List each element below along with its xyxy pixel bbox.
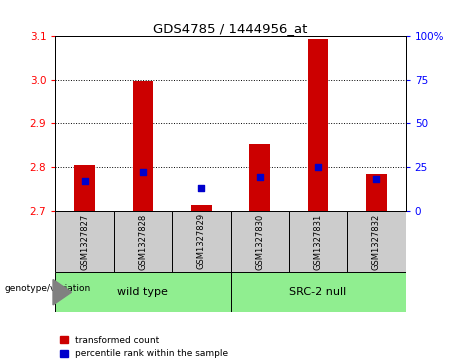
Point <box>256 175 263 180</box>
Text: GSM1327829: GSM1327829 <box>197 213 206 269</box>
Text: wild type: wild type <box>118 287 168 297</box>
Bar <box>55 211 114 272</box>
Bar <box>347 211 406 272</box>
Bar <box>366 174 387 211</box>
Bar <box>133 81 153 211</box>
Text: GSM1327827: GSM1327827 <box>80 213 89 269</box>
Title: GDS4785 / 1444956_at: GDS4785 / 1444956_at <box>154 22 307 35</box>
Text: GSM1327828: GSM1327828 <box>138 213 148 269</box>
Point <box>314 164 322 170</box>
Point <box>139 169 147 175</box>
Text: GSM1327832: GSM1327832 <box>372 213 381 269</box>
Text: GSM1327830: GSM1327830 <box>255 213 264 269</box>
Point <box>81 178 88 184</box>
Point <box>198 185 205 191</box>
Bar <box>74 165 95 211</box>
Bar <box>114 211 172 272</box>
Bar <box>230 211 289 272</box>
Text: SRC-2 null: SRC-2 null <box>290 287 347 297</box>
Bar <box>249 144 270 211</box>
Bar <box>230 272 406 312</box>
Bar <box>55 272 230 312</box>
Bar <box>191 205 212 211</box>
Bar <box>308 39 328 211</box>
Bar <box>289 211 347 272</box>
Text: GSM1327831: GSM1327831 <box>313 213 323 269</box>
Legend: transformed count, percentile rank within the sample: transformed count, percentile rank withi… <box>60 336 228 359</box>
Bar <box>172 211 230 272</box>
Text: genotype/variation: genotype/variation <box>5 284 91 293</box>
Point <box>373 176 380 182</box>
